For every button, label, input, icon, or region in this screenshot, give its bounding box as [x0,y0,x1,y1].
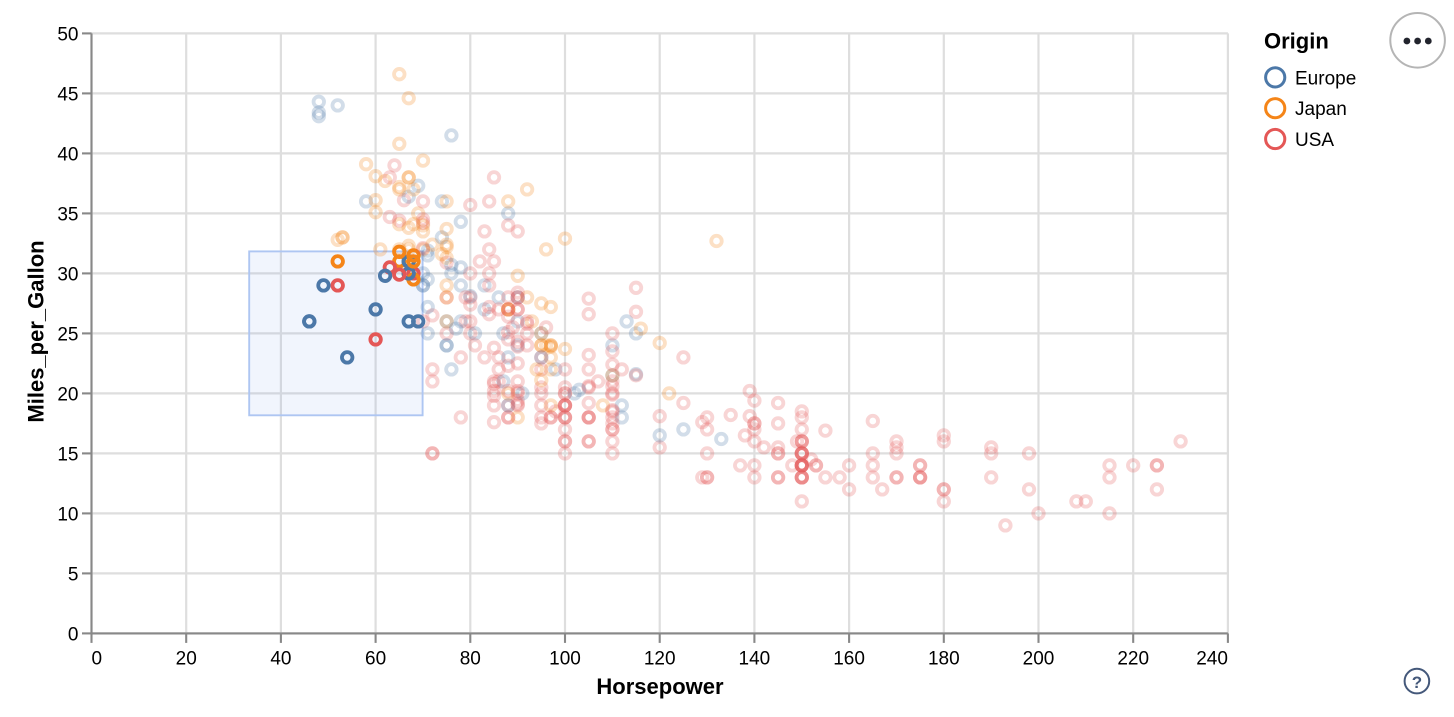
svg-text:40: 40 [270,649,291,670]
svg-text:25: 25 [57,324,78,345]
svg-text:45: 45 [57,84,78,105]
svg-text:Miles_per_Gallon: Miles_per_Gallon [24,240,49,422]
svg-text:140: 140 [739,649,771,670]
svg-text:15: 15 [57,444,78,465]
svg-text:120: 120 [644,649,676,670]
svg-text:180: 180 [928,649,960,670]
svg-text:Horsepower: Horsepower [596,674,724,699]
svg-text:0: 0 [68,624,79,645]
svg-text:20: 20 [57,384,78,405]
svg-text:Japan: Japan [1295,99,1347,120]
svg-text:80: 80 [460,649,481,670]
svg-text:60: 60 [365,649,386,670]
svg-text:Origin: Origin [1264,29,1329,54]
svg-text:30: 30 [57,264,78,285]
svg-text:200: 200 [1023,649,1055,670]
svg-text:USA: USA [1295,130,1334,151]
svg-text:160: 160 [833,649,865,670]
svg-text:10: 10 [57,504,78,525]
svg-text:40: 40 [57,144,78,165]
svg-text:?: ? [1412,673,1422,692]
svg-text:0: 0 [92,649,103,670]
svg-text:50: 50 [57,24,78,45]
svg-text:5: 5 [68,564,79,585]
svg-text:220: 220 [1117,649,1149,670]
svg-text:20: 20 [176,649,197,670]
svg-text:100: 100 [549,649,581,670]
svg-text:240: 240 [1196,649,1228,670]
svg-text:35: 35 [57,204,78,225]
svg-text:Europe: Europe [1295,68,1356,89]
